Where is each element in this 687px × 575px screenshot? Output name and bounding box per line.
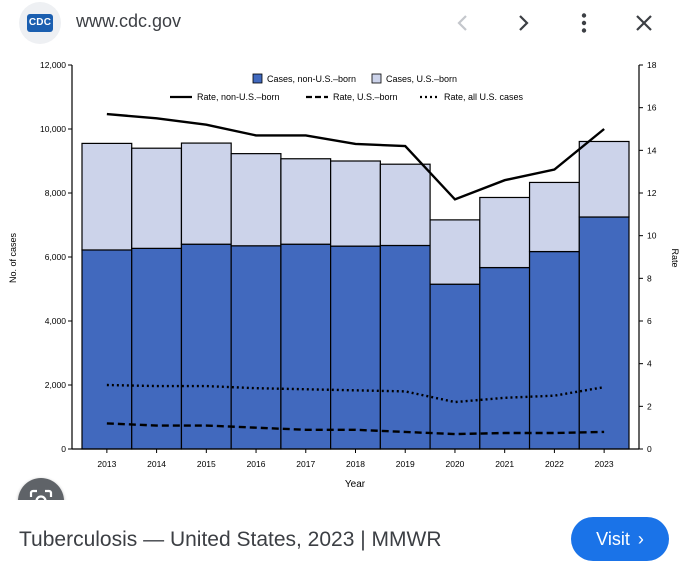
bar-nonusborn-2020 (429, 283, 481, 450)
bar-usborn-2023 (578, 140, 630, 218)
top-bar: CDC www.cdc.gov (0, 0, 687, 46)
bar-usborn-2014 (131, 147, 183, 249)
x-tick-label: 2023 (595, 459, 614, 469)
y2-tick-label: 14 (647, 145, 657, 155)
chevron-left-icon (457, 15, 467, 31)
x-tick-label: 2016 (247, 459, 266, 469)
legend-cases-usborn: Cases, U.S.–born (386, 74, 457, 84)
y2-tick-label: 12 (647, 188, 657, 198)
x-tick-label: 2017 (296, 459, 315, 469)
y-tick-label: 8,000 (45, 188, 67, 198)
y-tick-label: 12,000 (40, 60, 66, 70)
bar-nonusborn-2023 (578, 216, 630, 450)
site-url[interactable]: www.cdc.gov (76, 11, 182, 31)
bar-nonusborn-2014 (131, 247, 183, 450)
x-tick-label: 2020 (445, 459, 464, 469)
bar-usborn-2013 (81, 142, 133, 251)
close-icon (636, 15, 652, 31)
bar-usborn-2021 (479, 196, 531, 269)
y2-tick-label: 16 (647, 103, 657, 113)
line-layer (106, 112, 605, 436)
tb-chart: 0 2,000 4,000 6,000 8,000 10,000 12,000 0 2 4 6 8 10… (0, 46, 687, 496)
y2-tick-label: 0 (647, 444, 652, 454)
y2-tick-label: 8 (647, 273, 652, 283)
bar-nonusborn-2022 (528, 250, 580, 450)
x-axis-label: Year (345, 479, 366, 490)
bar-nonusborn-2017 (280, 243, 332, 450)
y-axis-label: No. of cases (8, 232, 18, 283)
bar-usborn-2015 (180, 142, 232, 245)
bar-usborn-2016 (230, 153, 282, 247)
bar-nonusborn-2016 (230, 245, 282, 450)
result-title[interactable]: Tuberculosis — United States, 2023 | MMW… (19, 528, 442, 551)
forward-button[interactable] (506, 6, 540, 40)
close-button[interactable] (627, 6, 661, 40)
x-tick-label: 2021 (495, 459, 514, 469)
image-preview: 0 2,000 4,000 6,000 8,000 10,000 12,000 0 2 4 6 8 10… (0, 46, 687, 524)
series-line-dashed (106, 422, 605, 436)
y-tick-label: 6,000 (45, 252, 67, 262)
bar-usborn-2017 (280, 158, 332, 245)
bar-nonusborn-2015 (180, 243, 232, 450)
chevron-right-icon (519, 15, 529, 31)
visit-label: Visit (596, 528, 630, 549)
site-favicon: CDC (19, 2, 61, 44)
bar-nonusborn-2018 (330, 245, 381, 450)
series-line-dotted (106, 383, 605, 404)
x-tick-label: 2014 (147, 459, 166, 469)
bar-usborn-2018 (330, 160, 381, 247)
legend-cases-nonusborn: Cases, non-U.S.–born (267, 74, 356, 84)
legend-swatch-nonusborn (252, 73, 263, 84)
bar-usborn-2022 (528, 181, 580, 253)
legend-rate-nonusborn: Rate, non-U.S.–born (197, 92, 280, 102)
legend-rate-usborn: Rate, U.S.–born (333, 92, 398, 102)
bar-nonusborn-2013 (81, 249, 133, 450)
bar-usborn-2019 (379, 163, 431, 247)
cdc-logo-icon: CDC (27, 14, 53, 32)
visit-button[interactable]: Visit › (571, 517, 669, 561)
bar-usborn-2020 (429, 219, 481, 285)
legend: Cases, non-U.S.–born Cases, U.S.–born Ra… (170, 73, 524, 102)
legend-rate-all: Rate, all U.S. cases (444, 92, 524, 102)
result-footer: Tuberculosis — United States, 2023 | MMW… (0, 500, 687, 575)
back-button[interactable] (446, 6, 480, 40)
y2-tick-label: 18 (647, 60, 657, 70)
y2-axis-label: Rate (670, 248, 680, 267)
x-tick-label: 2019 (396, 459, 415, 469)
y2-tick-label: 6 (647, 316, 652, 326)
bar-nonusborn-2021 (479, 266, 531, 450)
x-tick-label: 2022 (545, 459, 564, 469)
bar-layer (81, 140, 630, 450)
x-tick-label: 2013 (97, 459, 116, 469)
y2-tick-label: 2 (647, 401, 652, 411)
more-vert-icon (581, 13, 587, 33)
legend-swatch-usborn (371, 73, 382, 84)
y2-tick-label: 4 (647, 359, 652, 369)
x-tick-label: 2015 (197, 459, 216, 469)
more-menu-button[interactable] (567, 6, 601, 40)
y-tick-label: 4,000 (45, 316, 67, 326)
y2-tick-label: 10 (647, 231, 657, 241)
series-line-solid (106, 112, 605, 201)
bar-nonusborn-2019 (379, 244, 431, 450)
y-tick-label: 2,000 (45, 380, 67, 390)
y-tick-label: 0 (61, 444, 66, 454)
axes-layer: 0 2,000 4,000 6,000 8,000 10,000 12,000 0 2 4 6 8 10… (40, 60, 657, 469)
y-tick-label: 10,000 (40, 124, 66, 134)
chevron-right-icon: › (637, 528, 644, 549)
x-tick-label: 2018 (346, 459, 365, 469)
